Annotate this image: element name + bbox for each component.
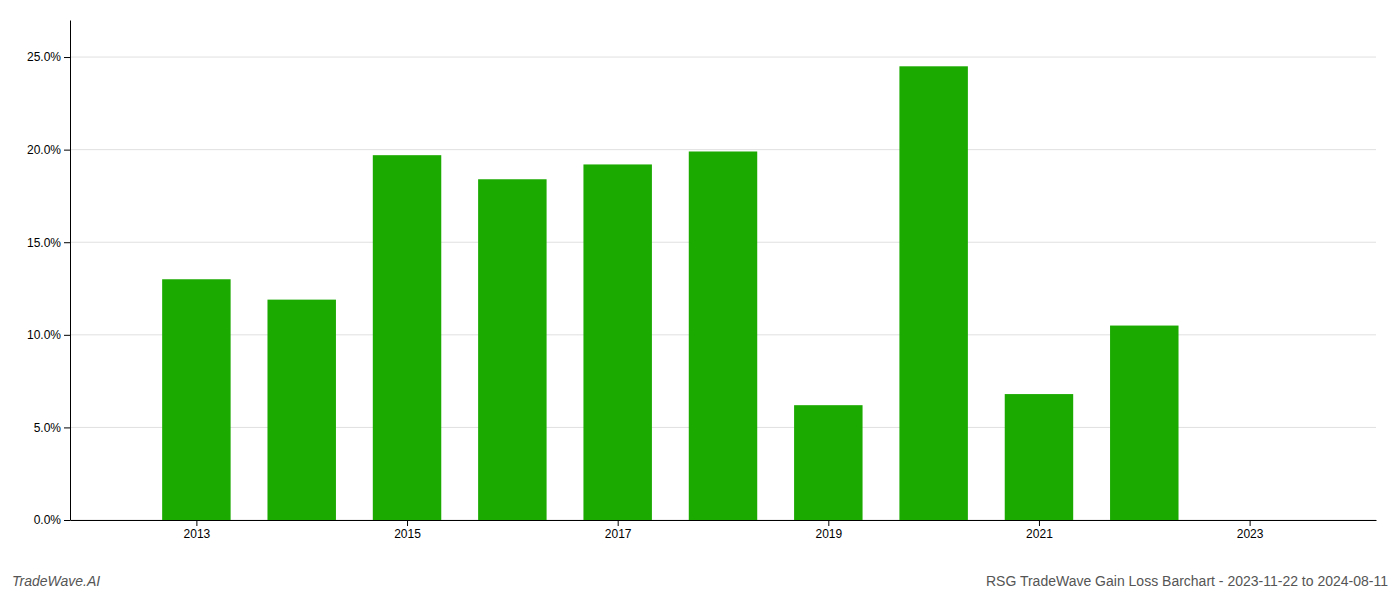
x-tick-label: 2019 — [815, 527, 842, 541]
grid — [70, 57, 1376, 520]
chart: 0.0% 5.0% 10.0% 15.0% 20.0% 25.0% 2013 2015 2017… — [0, 0, 1400, 600]
y-tick-mark — [64, 520, 70, 521]
bar — [267, 300, 335, 520]
x-tick: 2015 — [394, 520, 421, 541]
y-tick-mark — [64, 427, 70, 428]
x-tick: 2019 — [815, 520, 842, 541]
y-tick: 0.0% — [34, 513, 70, 527]
bar — [1005, 394, 1073, 520]
y-tick: 25.0% — [27, 50, 70, 64]
y-tick: 15.0% — [27, 236, 70, 250]
bar — [373, 155, 441, 520]
y-tick-mark — [64, 242, 70, 243]
title: RSG TradeWave Gain Loss Barchart - 2023-… — [986, 573, 1388, 589]
bar — [689, 151, 757, 520]
bar — [899, 66, 967, 520]
x-tick-mark — [828, 520, 829, 526]
y-tick: 5.0% — [34, 421, 70, 435]
y-tick-label: 25.0% — [27, 50, 61, 64]
y-axis: 0.0% 5.0% 10.0% 15.0% 20.0% 25.0% — [27, 21, 71, 528]
x-tick-mark — [618, 520, 619, 526]
y-tick-label: 10.0% — [27, 328, 61, 342]
x-tick-label: 2015 — [394, 527, 421, 541]
plot: 0.0% 5.0% 10.0% 15.0% 20.0% 25.0% 2013 2015 2017… — [27, 21, 1377, 541]
x-tick: 2021 — [1026, 520, 1053, 541]
y-axis-line — [70, 21, 71, 521]
x-axis-line — [71, 520, 1377, 521]
x-tick-mark — [1250, 520, 1251, 526]
bar — [794, 405, 862, 520]
x-tick-label: 2013 — [184, 527, 211, 541]
x-tick: 2013 — [184, 520, 211, 541]
y-tick-mark — [64, 150, 70, 151]
bar — [478, 179, 546, 520]
x-tick-mark — [196, 520, 197, 526]
y-tick-mark — [64, 335, 70, 336]
bar — [162, 279, 230, 520]
x-tick-label: 2017 — [605, 527, 632, 541]
x-tick: 2017 — [605, 520, 632, 541]
bar — [1110, 326, 1178, 520]
y-tick-label: 15.0% — [27, 236, 61, 250]
bars — [162, 66, 1178, 520]
x-tick-mark — [407, 520, 408, 526]
x-tick-mark — [1039, 520, 1040, 526]
annotation: TradeWave.AI — [12, 573, 100, 589]
y-tick: 10.0% — [27, 328, 70, 342]
y-tick-label: 20.0% — [27, 143, 61, 157]
x-axis: 2013 2015 2017 2019 2021 2023 — [71, 520, 1377, 541]
y-tick-label: 5.0% — [34, 421, 62, 435]
y-tick-label: 0.0% — [34, 513, 62, 527]
y-tick: 20.0% — [27, 143, 70, 157]
x-tick: 2023 — [1237, 520, 1264, 541]
x-tick-label: 2023 — [1237, 527, 1264, 541]
bar — [583, 164, 651, 520]
grid-line — [70, 57, 1376, 58]
x-tick-label: 2021 — [1026, 527, 1053, 541]
grid-line — [70, 149, 1376, 150]
y-tick-mark — [64, 57, 70, 58]
